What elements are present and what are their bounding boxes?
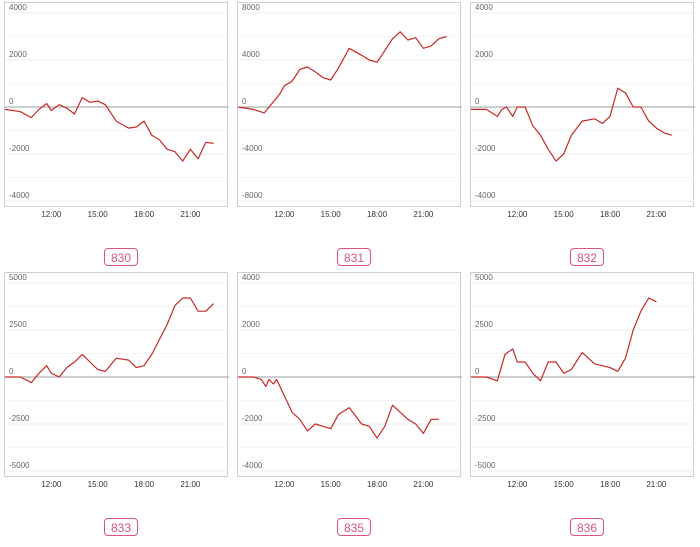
x-tick-label: 15:00 xyxy=(88,210,109,219)
chart-frame: 4000 2000 0 -2000 -4000 12:00 15:00 18:00 21:00 xyxy=(237,272,462,489)
x-tick-label: 12:00 xyxy=(41,210,62,219)
x-tick-label: 18:00 xyxy=(367,210,388,219)
x-tick-label: 12:00 xyxy=(507,210,528,219)
chart-frame: 8000 4000 0 -4000 -8000 12:00 15:00 18:00 21:00 xyxy=(237,2,462,219)
chart-panel-831: 8000 4000 0 -4000 -8000 12:00 15:00 18:00 21:00 … xyxy=(233,0,462,266)
x-tick-label: 15:00 xyxy=(321,210,342,219)
y-tick-label: 2000 xyxy=(242,320,260,329)
y-tick-label: 5000 xyxy=(9,273,27,282)
y-tick-label: -2500 xyxy=(9,414,30,423)
series-line xyxy=(4,96,214,162)
y-tick-label: -5000 xyxy=(475,461,496,470)
y-tick-label: 0 xyxy=(242,367,247,376)
x-tick-label: 18:00 xyxy=(600,480,621,489)
series-line xyxy=(471,87,672,162)
y-tick-label: 4000 xyxy=(242,273,260,282)
x-tick-label: 21:00 xyxy=(180,210,201,219)
x-tick-label: 21:00 xyxy=(646,480,667,489)
chart-frame: 4000 2000 0 -2000 -4000 12:00 15:00 18:00 21:00 xyxy=(470,2,695,219)
y-tick-label: -4000 xyxy=(242,144,263,153)
x-tick-label: 18:00 xyxy=(134,480,155,489)
y-tick-label: -2500 xyxy=(475,414,496,423)
y-tick-label: 0 xyxy=(242,97,247,106)
x-tick-label: 15:00 xyxy=(554,210,575,219)
chart-label-830[interactable]: 830 xyxy=(104,248,139,266)
x-tick-label: 18:00 xyxy=(367,480,388,489)
x-tick-label: 18:00 xyxy=(134,210,155,219)
y-tick-label: 2500 xyxy=(9,320,27,329)
chart-panel-835: 4000 2000 0 -2000 -4000 12:00 15:00 18:00 21:00 … xyxy=(233,270,462,536)
line-chart-831: 8000 4000 0 -4000 -8000 12:00 15:00 18:00 21:00 xyxy=(237,3,462,219)
y-tick-label: 2500 xyxy=(475,320,493,329)
x-tick-label: 21:00 xyxy=(646,210,667,219)
chart-label-835[interactable]: 835 xyxy=(337,518,372,536)
x-tick-label: 15:00 xyxy=(554,480,575,489)
x-tick-label: 21:00 xyxy=(180,480,201,489)
x-tick-label: 12:00 xyxy=(41,480,62,489)
x-tick-label: 21:00 xyxy=(413,480,434,489)
line-chart-830: 4000 2000 0 -2000 -4000 12:00 15:00 18:00 21:00 xyxy=(4,3,229,219)
chart-frame: 5000 2500 0 -2500 -5000 12:00 15:00 18:00 21:00 xyxy=(470,272,695,489)
y-tick-label: 0 xyxy=(9,367,14,376)
y-tick-label: 4000 xyxy=(475,3,493,12)
chart-panel-830: 4000 2000 0 -2000 -4000 12:00 15:00 18:00 21:00 … xyxy=(0,0,229,266)
line-chart-836: 5000 2500 0 -2500 -5000 12:00 15:00 18:00 21:00 xyxy=(471,273,695,489)
x-tick-label: 12:00 xyxy=(274,210,295,219)
chart-frame: 5000 2500 0 -2500 -5000 12:00 15:00 18:00 21:00 xyxy=(4,272,229,489)
y-tick-label: -4000 xyxy=(9,191,30,200)
y-tick-label: 5000 xyxy=(475,273,493,282)
y-tick-label: -4000 xyxy=(242,461,263,470)
series-line xyxy=(5,297,215,384)
y-tick-label: 4000 xyxy=(242,50,260,59)
chart-label-836[interactable]: 836 xyxy=(570,518,605,536)
chart-label-833[interactable]: 833 xyxy=(104,518,139,536)
series-line xyxy=(471,297,657,382)
y-tick-label: -2000 xyxy=(9,144,30,153)
y-tick-label: -2000 xyxy=(475,144,496,153)
chart-frame: 4000 2000 0 -2000 -4000 12:00 15:00 18:00 21:00 xyxy=(4,2,229,219)
series-line xyxy=(237,31,447,114)
x-tick-label: 18:00 xyxy=(600,210,621,219)
x-tick-label: 12:00 xyxy=(507,480,528,489)
chart-label-831[interactable]: 831 xyxy=(337,248,372,266)
x-tick-label: 21:00 xyxy=(413,210,434,219)
y-tick-label: 0 xyxy=(475,97,480,106)
line-chart-832: 4000 2000 0 -2000 -4000 12:00 15:00 18:00 21:00 xyxy=(471,3,695,219)
y-tick-label: 4000 xyxy=(9,3,27,12)
y-tick-label: -2000 xyxy=(242,414,263,423)
chart-label-832[interactable]: 832 xyxy=(570,248,605,266)
y-tick-label: 2000 xyxy=(475,50,493,59)
y-tick-label: 2000 xyxy=(9,50,27,59)
series-line xyxy=(238,376,439,439)
x-tick-label: 15:00 xyxy=(321,480,342,489)
chart-panel-832: 4000 2000 0 -2000 -4000 12:00 15:00 18:00 21:00 … xyxy=(466,0,695,266)
chart-panel-833: 5000 2500 0 -2500 -5000 12:00 15:00 18:00 21:00 … xyxy=(0,270,229,536)
line-chart-835: 4000 2000 0 -2000 -4000 12:00 15:00 18:00 21:00 xyxy=(238,273,462,489)
y-tick-label: 0 xyxy=(475,367,480,376)
y-tick-label: 0 xyxy=(9,97,14,106)
x-tick-label: 12:00 xyxy=(274,480,295,489)
y-tick-label: -4000 xyxy=(475,191,496,200)
line-chart-833: 5000 2500 0 -2500 -5000 12:00 15:00 18:00 21:00 xyxy=(5,273,229,489)
y-tick-label: 8000 xyxy=(242,3,260,12)
x-tick-label: 15:00 xyxy=(88,480,109,489)
chart-panel-836: 5000 2500 0 -2500 -5000 12:00 15:00 18:00 21:00 … xyxy=(466,270,695,536)
y-tick-label: -5000 xyxy=(9,461,30,470)
y-tick-label: -8000 xyxy=(242,191,263,200)
